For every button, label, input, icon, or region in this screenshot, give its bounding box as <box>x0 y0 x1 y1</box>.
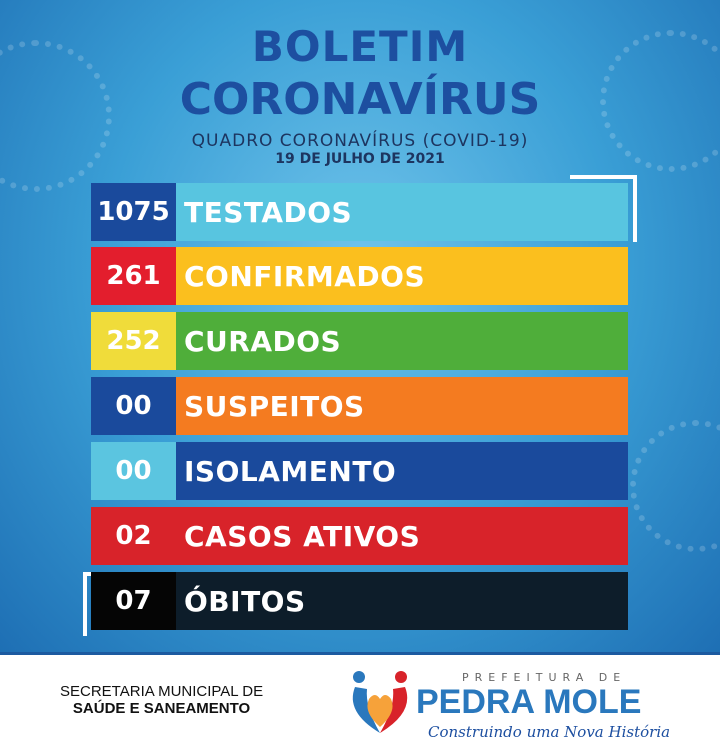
virus-decoration <box>630 420 720 552</box>
logo-name: PEDRA MOLE <box>416 683 642 721</box>
logo-top: PREFEITURA DE <box>462 671 627 684</box>
stat-label: TESTADOS <box>176 183 628 241</box>
stat-label: ISOLAMENTO <box>176 442 628 500</box>
stat-row-óbitos: 07 ÓBITOS <box>91 572 628 630</box>
stat-row-confirmados: 261 CONFIRMADOS <box>91 247 628 305</box>
stat-row-curados: 252 CURADOS <box>91 312 628 370</box>
stat-value: 02 <box>91 507 176 565</box>
title-line1: BOLETIM <box>251 22 469 71</box>
subtitle: QUADRO CORONAVÍRUS (COVID-19) <box>191 131 529 151</box>
stat-value: 07 <box>91 572 176 630</box>
stat-label: CURADOS <box>176 312 628 370</box>
stat-row-isolamento: 00 ISOLAMENTO <box>91 442 628 500</box>
logo-slogan: Construindo uma Nova História <box>428 723 671 741</box>
stat-value: 261 <box>91 247 176 305</box>
stat-value: 1075 <box>91 183 176 241</box>
stat-row-suspeitos: 00 SUSPEITOS <box>91 377 628 435</box>
stat-value: 00 <box>91 377 176 435</box>
stat-row-testados: 1075 TESTADOS <box>91 183 628 241</box>
heart-people-logo-icon <box>352 671 408 733</box>
secretaria-line2: SAÚDE E SANEAMENTO <box>72 700 251 717</box>
stat-label: ÓBITOS <box>176 572 628 630</box>
date: 19 DE JULHO DE 2021 <box>275 151 445 167</box>
corner-bracket <box>570 175 637 242</box>
virus-decoration <box>600 30 720 172</box>
footer: SECRETARIA MUNICIPAL DE SAÚDE E SANEAMEN… <box>0 652 720 746</box>
bulletin-poster: BOLETIM CORONAVÍRUS QUADRO CORONAVÍRUS (… <box>0 0 720 652</box>
stat-label: CASOS ATIVOS <box>176 507 628 565</box>
virus-decoration <box>0 40 112 192</box>
secretaria-label: SECRETARIA MUNICIPAL DE SAÚDE E SANEAMEN… <box>60 683 263 717</box>
stat-value: 252 <box>91 312 176 370</box>
title-line2: CORONAVÍRUS <box>179 74 541 125</box>
stat-value: 00 <box>91 442 176 500</box>
stat-label: CONFIRMADOS <box>176 247 628 305</box>
secretaria-line1: SECRETARIA MUNICIPAL DE <box>60 683 264 700</box>
stat-label: SUSPEITOS <box>176 377 628 435</box>
stat-row-casos-ativos: 02 CASOS ATIVOS <box>91 507 628 565</box>
